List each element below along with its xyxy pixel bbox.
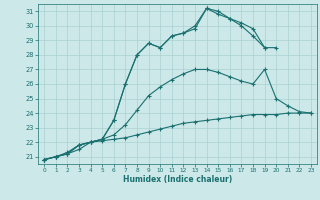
X-axis label: Humidex (Indice chaleur): Humidex (Indice chaleur): [123, 175, 232, 184]
